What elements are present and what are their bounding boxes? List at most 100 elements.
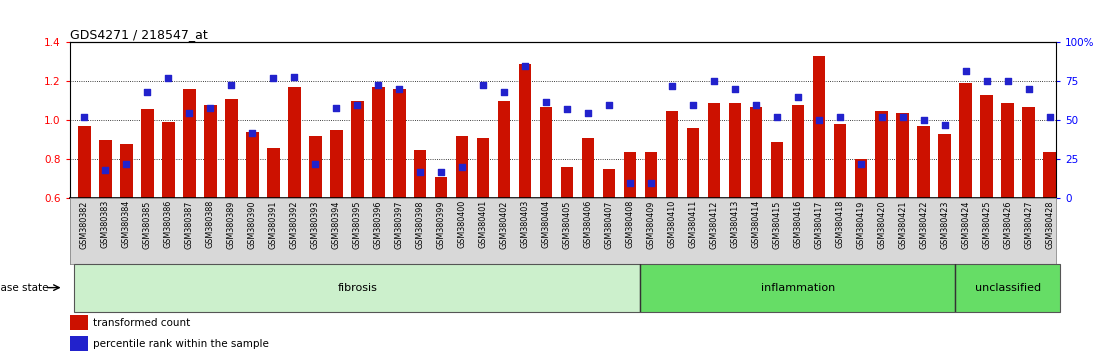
- Text: GSM380423: GSM380423: [941, 200, 950, 249]
- Point: [957, 68, 975, 73]
- Bar: [519, 64, 532, 315]
- Bar: [833, 124, 847, 315]
- Text: GSM380399: GSM380399: [437, 200, 445, 249]
- Text: GSM380422: GSM380422: [920, 200, 929, 249]
- Text: GSM380408: GSM380408: [626, 200, 635, 249]
- Point: [894, 114, 912, 120]
- Point: [663, 83, 680, 89]
- Bar: [687, 128, 699, 315]
- Point: [768, 114, 786, 120]
- Bar: [917, 126, 930, 315]
- Text: unclassified: unclassified: [975, 282, 1040, 293]
- Text: GSM380383: GSM380383: [101, 200, 110, 249]
- Bar: [624, 152, 636, 315]
- Text: GSM380392: GSM380392: [290, 200, 299, 249]
- Point: [558, 107, 576, 112]
- Point: [810, 118, 828, 123]
- Text: GSM380400: GSM380400: [458, 200, 466, 249]
- Bar: [938, 134, 951, 315]
- FancyBboxPatch shape: [74, 264, 640, 312]
- Text: transformed count: transformed count: [93, 318, 191, 327]
- Text: GSM380414: GSM380414: [751, 200, 760, 249]
- Point: [705, 79, 722, 84]
- Text: GSM380406: GSM380406: [584, 200, 593, 249]
- Text: GSM380427: GSM380427: [1024, 200, 1033, 249]
- Point: [244, 130, 261, 136]
- Text: GSM380391: GSM380391: [269, 200, 278, 249]
- Text: GSM380404: GSM380404: [542, 200, 551, 249]
- Bar: [288, 87, 300, 315]
- Bar: [434, 177, 448, 315]
- Bar: [476, 138, 490, 315]
- Text: GSM380398: GSM380398: [416, 200, 424, 249]
- Text: inflammation: inflammation: [761, 282, 835, 293]
- Bar: [309, 136, 321, 315]
- Text: GSM380428: GSM380428: [1045, 200, 1054, 249]
- Point: [474, 82, 492, 87]
- FancyBboxPatch shape: [955, 264, 1060, 312]
- Bar: [497, 101, 511, 315]
- Text: disease state: disease state: [0, 282, 49, 293]
- Point: [684, 102, 701, 108]
- Text: GSM380421: GSM380421: [899, 200, 907, 249]
- Bar: [854, 159, 868, 315]
- Point: [873, 114, 891, 120]
- Point: [117, 161, 135, 167]
- Text: GSM380397: GSM380397: [394, 200, 403, 249]
- Bar: [393, 89, 406, 315]
- Point: [516, 63, 534, 69]
- Bar: [791, 105, 804, 315]
- Bar: [120, 144, 133, 315]
- Bar: [162, 122, 175, 315]
- Point: [1040, 114, 1058, 120]
- Point: [998, 79, 1016, 84]
- Bar: [603, 169, 615, 315]
- Point: [265, 75, 283, 81]
- Bar: [770, 142, 783, 315]
- Point: [852, 161, 870, 167]
- Point: [181, 110, 198, 115]
- Point: [369, 82, 387, 87]
- Text: GSM380389: GSM380389: [227, 200, 236, 249]
- Point: [223, 82, 240, 87]
- Bar: [204, 105, 217, 315]
- Point: [747, 102, 765, 108]
- Text: GSM380403: GSM380403: [521, 200, 530, 249]
- Text: GSM380413: GSM380413: [730, 200, 739, 249]
- Text: fibrosis: fibrosis: [337, 282, 377, 293]
- Point: [978, 79, 996, 84]
- Text: GSM380418: GSM380418: [835, 200, 844, 249]
- Bar: [812, 56, 825, 315]
- Point: [643, 180, 660, 185]
- Point: [622, 180, 639, 185]
- Text: GSM380410: GSM380410: [667, 200, 677, 249]
- Bar: [729, 103, 741, 315]
- Point: [327, 105, 345, 111]
- Text: GSM380412: GSM380412: [709, 200, 718, 249]
- Text: GSM380395: GSM380395: [352, 200, 361, 249]
- Point: [160, 75, 177, 81]
- Text: GSM380390: GSM380390: [248, 200, 257, 249]
- Bar: [1044, 152, 1056, 315]
- Point: [495, 90, 513, 95]
- Text: GSM380420: GSM380420: [878, 200, 886, 249]
- Bar: [70, 336, 88, 351]
- Text: GSM380405: GSM380405: [563, 200, 572, 249]
- Text: GSM380419: GSM380419: [856, 200, 865, 249]
- Point: [307, 161, 325, 167]
- Text: GSM380407: GSM380407: [605, 200, 614, 249]
- Text: GSM380396: GSM380396: [373, 200, 382, 249]
- Bar: [708, 103, 720, 315]
- Point: [432, 169, 450, 175]
- Bar: [875, 110, 889, 315]
- Text: GSM380415: GSM380415: [772, 200, 781, 249]
- Text: GSM380409: GSM380409: [646, 200, 656, 249]
- Text: GSM380394: GSM380394: [331, 200, 341, 249]
- Bar: [372, 87, 384, 315]
- Bar: [455, 136, 469, 315]
- Point: [789, 94, 807, 100]
- Point: [138, 90, 156, 95]
- Bar: [666, 110, 678, 315]
- Bar: [225, 99, 237, 315]
- Bar: [246, 132, 258, 315]
